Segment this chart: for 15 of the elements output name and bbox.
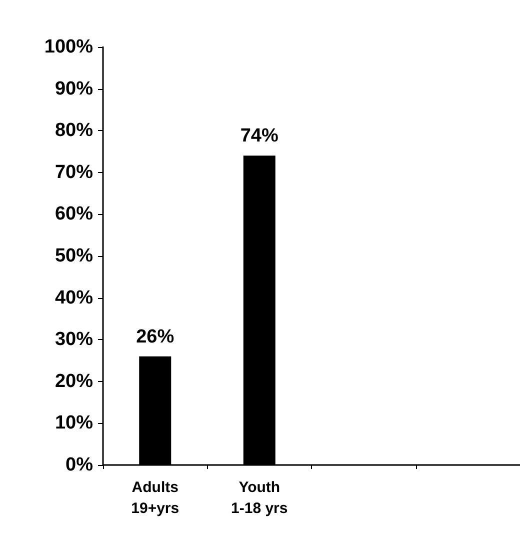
data-label: 26% [136,326,174,348]
data-label: 74% [240,126,278,147]
y-tick-label: 90% [54,78,94,100]
y-tick-label: 80% [54,120,94,142]
y-tick-label: 10% [54,412,94,434]
y-tick-label: 50% [54,246,94,266]
y-tick-label: 100% [44,36,94,58]
y-tick-label: 30% [54,329,94,350]
y-tick-label: 0% [66,454,94,476]
x-tick-label: Youth 1-18 yrs [231,479,288,517]
y-tick-label: 60% [54,204,94,225]
x-tick-label: Adults 19+yrs [131,479,180,517]
y-tick-label: 40% [54,287,94,308]
y-tick-label: 20% [54,370,94,392]
y-tick-label: 70% [54,162,94,183]
